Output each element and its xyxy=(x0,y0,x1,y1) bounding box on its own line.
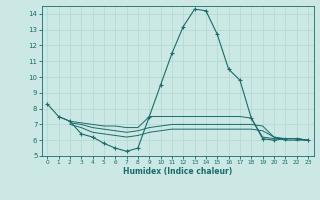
X-axis label: Humidex (Indice chaleur): Humidex (Indice chaleur) xyxy=(123,167,232,176)
